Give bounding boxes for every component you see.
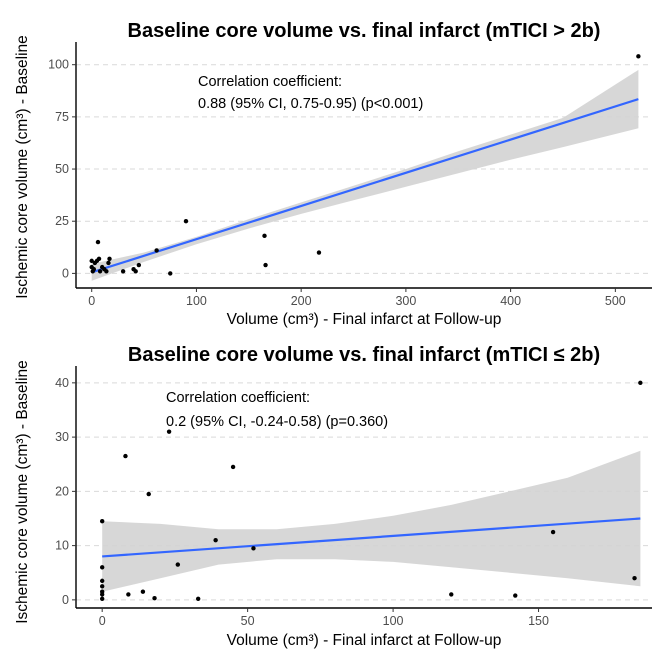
data-point [449, 592, 454, 597]
data-point [99, 518, 105, 524]
data-point [168, 271, 173, 276]
data-point [140, 589, 146, 594]
annotation-line-1: Correlation coefficient: [198, 74, 342, 90]
data-point [263, 262, 268, 268]
data-point [316, 250, 322, 255]
data-point [126, 592, 131, 597]
x-tick-label: 400 [500, 294, 521, 308]
data-point [95, 239, 101, 245]
y-tick-label: 10 [55, 539, 69, 553]
data-point [106, 260, 111, 266]
data-point [99, 592, 105, 597]
data-point [97, 269, 103, 274]
y-tick-label: 25 [55, 214, 69, 228]
y-tick-label: 50 [55, 162, 69, 176]
data-point [513, 593, 518, 598]
data-point [638, 380, 643, 386]
x-axis-label: Volume (cm³) - Final infarct at Follow-u… [227, 311, 502, 328]
data-point [99, 578, 105, 584]
x-tick-label: 200 [291, 294, 312, 308]
data-point [107, 256, 112, 261]
confidence-band [102, 450, 641, 592]
data-point [99, 596, 105, 601]
data-point [213, 537, 218, 543]
annotation-line-2: 0.88 (95% CI, 0.75-0.95) (p<0.001) [198, 96, 423, 112]
x-tick-label: 300 [395, 294, 416, 308]
y-tick-label: 75 [55, 110, 69, 124]
y-tick-label: 20 [55, 484, 69, 498]
y-tick-label: 30 [55, 430, 69, 444]
x-tick-label: 150 [528, 614, 549, 628]
data-point [136, 262, 142, 268]
y-axis-label: Ischemic core volume (cm³) - Baseline [14, 360, 31, 624]
regression-line [91, 98, 639, 274]
data-point [99, 565, 105, 570]
data-point [99, 584, 105, 589]
annotation-line-1: Correlation coefficient: [166, 390, 310, 406]
x-tick-label: 100 [383, 614, 404, 628]
data-point [152, 596, 157, 601]
data-point [262, 233, 267, 239]
plot-area: 0 25 50 75 100 0 100 200 300 400 500 [48, 42, 652, 308]
data-point [133, 269, 138, 274]
y-tick-label: 0 [62, 266, 69, 280]
y-axis-label: Ischemic core volume (cm³) - Baseline [14, 35, 31, 299]
data-point [120, 269, 126, 274]
x-tick-label: 0 [88, 294, 95, 308]
y-tick-label: 0 [62, 593, 69, 607]
x-tick-label: 50 [241, 614, 255, 628]
data-point [89, 258, 94, 264]
data-point [550, 529, 556, 535]
x-tick-label: 500 [605, 294, 626, 308]
data-point [154, 248, 159, 253]
regression-line [102, 517, 641, 558]
data-point [230, 464, 236, 470]
data-point [166, 429, 172, 434]
x-tick-label: 0 [99, 614, 106, 628]
panel-top: Baseline core volume vs. final infarct (… [14, 20, 652, 328]
data-point [195, 596, 201, 601]
annotation-line-2: 0.2 (95% CI, -0.24-0.58) (p=0.360) [166, 414, 388, 430]
data-point [104, 269, 109, 274]
data-point [146, 491, 151, 497]
data-point [632, 575, 637, 581]
chart-title: Baseline core volume vs. final infarct (… [128, 20, 601, 42]
panel-bottom: Baseline core volume vs. final infarct (… [14, 344, 652, 649]
x-axis-label: Volume (cm³) - Final infarct at Follow-u… [227, 632, 502, 649]
x-tick-label: 100 [186, 294, 207, 308]
y-tick-label: 40 [55, 376, 69, 390]
y-tick-label: 100 [48, 58, 69, 72]
data-point [96, 256, 102, 261]
data-point [175, 562, 181, 567]
data-point [183, 219, 189, 224]
data-point [91, 267, 97, 272]
chart-title: Baseline core volume vs. final infarct (… [128, 344, 600, 366]
data-point [123, 453, 128, 459]
data-point [636, 54, 641, 59]
plot-area: 0 10 20 30 40 0 50 100 150 [55, 366, 652, 628]
data-point [251, 546, 256, 551]
